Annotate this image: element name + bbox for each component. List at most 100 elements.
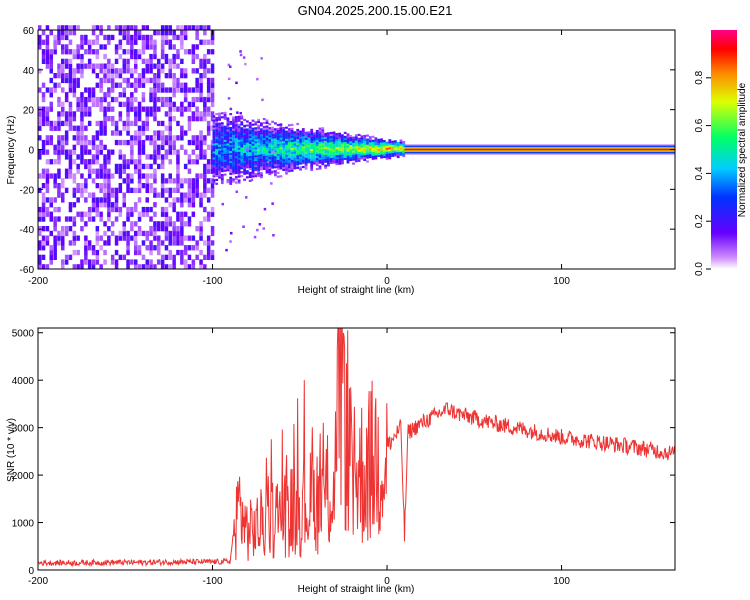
heatmap-cell <box>251 163 255 166</box>
heatmap-cell <box>290 131 294 134</box>
heatmap-cell <box>232 128 235 131</box>
heatmap-cell <box>318 155 322 158</box>
heatmap-cell <box>95 39 100 45</box>
heatmap-cell <box>145 39 149 45</box>
heatmap-cell <box>285 148 288 151</box>
heatmap-cell <box>310 148 314 151</box>
heatmap-cell <box>203 149 207 155</box>
heatmap-cell <box>122 235 126 241</box>
heatmap-cell <box>38 240 42 246</box>
heatmap-cell <box>240 115 244 118</box>
heatmap-cell <box>251 161 255 164</box>
heatmap-cell <box>168 116 172 122</box>
heatmap-cell <box>126 49 130 55</box>
heatmap-cell <box>68 202 73 208</box>
heatmap-cell <box>338 140 341 143</box>
heatmap-cell <box>265 147 269 150</box>
heatmap-cell <box>164 39 169 45</box>
heatmap-cell <box>290 155 294 158</box>
heatmap-cell <box>268 164 272 168</box>
heatmap-cell <box>346 153 350 156</box>
heatmap-cell <box>149 135 153 141</box>
heatmap-cell <box>199 25 203 31</box>
heatmap-cell <box>260 130 263 133</box>
heatmap-cell <box>141 139 146 146</box>
heatmap-cell <box>183 34 188 41</box>
heatmap-cell <box>391 150 394 153</box>
heatmap-cell <box>299 156 302 159</box>
heatmap-cell <box>240 165 244 168</box>
heatmap-cell <box>57 96 61 103</box>
heatmap-cell <box>160 120 165 127</box>
heatmap-cell <box>103 163 107 170</box>
heatmap-cell <box>223 113 227 116</box>
heatmap-cell <box>262 227 265 230</box>
heatmap-cell <box>301 134 305 137</box>
heatmap-cell <box>80 183 84 189</box>
heatmap-cell <box>352 142 355 145</box>
heatmap-cell <box>99 68 103 74</box>
heatmap-cell <box>191 139 196 146</box>
heatmap-cell <box>335 137 339 140</box>
heatmap-cell <box>203 139 207 146</box>
heatmap-cell <box>215 166 219 169</box>
heatmap-cell <box>287 128 291 131</box>
heatmap-cell <box>240 161 244 164</box>
heatmap-cell <box>126 259 130 265</box>
heatmap-cell <box>176 135 180 141</box>
heatmap-cell <box>212 167 216 170</box>
heatmap-cell <box>218 114 221 117</box>
heatmap-cell <box>160 226 165 232</box>
heatmap-cell <box>141 206 146 213</box>
heatmap-cell <box>95 254 100 260</box>
heatmap-cell <box>254 123 258 126</box>
heatmap-cell <box>172 264 176 270</box>
heatmap-cell <box>41 111 46 117</box>
heatmap-cell <box>130 68 134 74</box>
heatmap-cell <box>72 192 77 198</box>
heatmap-cell <box>210 254 215 260</box>
heatmap-cell <box>243 134 246 137</box>
heatmap-cell <box>87 168 92 174</box>
heatmap-cell <box>293 131 297 134</box>
heatmap-cell <box>191 178 196 184</box>
heatmap-cell <box>285 162 288 165</box>
heatmap-cell <box>76 106 80 112</box>
heatmap-cell <box>122 34 126 41</box>
heatmap-cell <box>134 168 138 174</box>
heatmap-cell <box>180 144 184 150</box>
heatmap-cell <box>315 136 319 139</box>
heatmap-cell <box>338 152 341 155</box>
heatmap-cell <box>114 49 119 55</box>
heatmap-cell <box>285 140 288 143</box>
heatmap-cell <box>107 63 111 69</box>
heatmap-cell <box>145 163 149 170</box>
heatmap-cell <box>391 146 394 149</box>
heatmap-cell <box>168 139 172 146</box>
heatmap-cell <box>268 139 272 142</box>
heatmap-cell <box>321 151 325 154</box>
heatmap-cell <box>49 135 53 141</box>
heatmap-cell <box>215 140 219 144</box>
heatmap-cell <box>290 137 294 140</box>
heatmap-cell <box>91 39 96 45</box>
heatmap-cell <box>84 249 88 256</box>
heatmap-cell <box>64 168 69 174</box>
heatmap-cell <box>240 151 244 154</box>
heatmap-cell <box>126 101 130 107</box>
heatmap-cell <box>168 63 172 69</box>
heatmap-cell <box>279 135 283 138</box>
heatmap-cell <box>180 106 184 112</box>
heatmap-cell <box>130 96 134 103</box>
heatmap-cell <box>257 166 260 169</box>
heatmap-cell <box>160 144 165 150</box>
heatmap-cell <box>394 142 397 145</box>
heatmap-cell <box>257 164 260 167</box>
heatmap-cell <box>285 172 288 175</box>
heatmap-cell <box>49 254 53 260</box>
heatmap-cell <box>160 96 165 103</box>
heatmap-cell <box>126 77 130 84</box>
heatmap-cell <box>164 245 169 251</box>
heatmap-cell <box>274 132 277 135</box>
heatmap-cell <box>388 147 392 150</box>
